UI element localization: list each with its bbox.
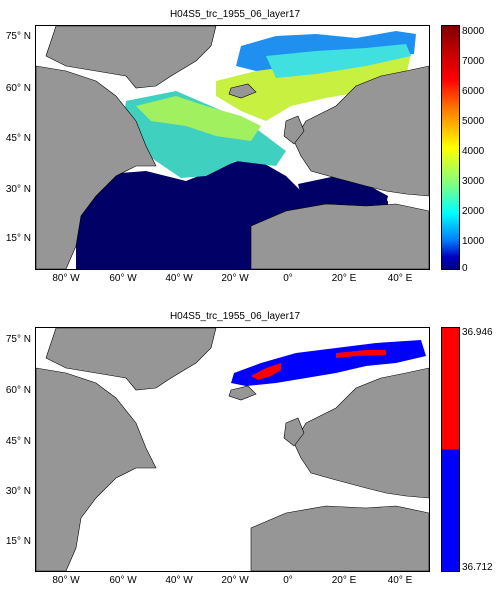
top-lon-label-60w: 60° W — [109, 273, 137, 284]
land-iceland — [228, 83, 257, 99]
land-north-america — [36, 367, 157, 571]
land-europe — [293, 367, 429, 499]
land-north-america — [36, 65, 157, 269]
top-cbar-tick-0: 0 — [462, 263, 468, 274]
tracer-field-north-cyan — [266, 44, 411, 78]
tracer-field-mediterranean — [298, 176, 388, 204]
bottom-lat-label-15: 15° N — [5, 536, 31, 547]
top-lon-label-0: 0° — [283, 273, 293, 284]
top-cbar-tick-3000: 3000 — [462, 176, 485, 187]
tracer-field-yellow — [216, 54, 411, 121]
bottom-lat-label-75: 75° N — [5, 334, 31, 345]
bottom-map-title: H04S5_trc_1955_06_layer17 — [169, 311, 301, 322]
top-colorbar — [441, 25, 460, 270]
bottom-lon-label-40e: 40° E — [387, 575, 413, 586]
bottom-lat-label-45: 45° N — [5, 436, 31, 447]
top-map[interactable] — [35, 25, 430, 270]
top-cbar-tick-4000: 4000 — [462, 146, 485, 157]
land-europe — [293, 65, 429, 197]
top-lon-label-40e: 40° E — [387, 273, 413, 284]
land-africa — [250, 203, 429, 269]
bottom-lat-label-60: 60° N — [5, 385, 31, 396]
bottom-lon-label-20e: 20° E — [331, 575, 357, 586]
tracer-field-green — [136, 96, 261, 141]
bottom-cbar-tick-max: 36.946 — [462, 327, 493, 338]
top-lon-label-80w: 80° W — [52, 273, 80, 284]
bottom-lon-label-20w: 20° W — [221, 575, 249, 586]
top-lon-label-20w: 20° W — [221, 273, 249, 284]
bottom-lon-label-40w: 40° W — [165, 575, 193, 586]
top-lat-label-45: 45° N — [5, 133, 31, 144]
top-lat-label-75: 75° N — [5, 31, 31, 42]
top-lat-label-15: 15° N — [5, 233, 31, 244]
top-cbar-tick-5000: 5000 — [462, 116, 485, 127]
bottom-colorbar — [441, 327, 460, 572]
top-cbar-tick-2000: 2000 — [462, 206, 485, 217]
top-cbar-tick-6000: 6000 — [462, 86, 485, 97]
bottom-lon-label-60w: 60° W — [109, 575, 137, 586]
top-cbar-tick-1000: 1000 — [462, 236, 485, 247]
land-greenland — [45, 328, 217, 391]
land-iceland — [228, 385, 257, 401]
land-africa — [250, 505, 429, 571]
land-british-isles — [283, 417, 305, 447]
bottom-lon-label-80w: 80° W — [52, 575, 80, 586]
land-greenland — [45, 26, 217, 89]
tracer-field-red — [251, 363, 281, 380]
top-lon-label-20e: 20° E — [331, 273, 357, 284]
tracer-field-red-2 — [336, 350, 386, 358]
top-map-title: H04S5_trc_1955_06_layer17 — [169, 9, 301, 20]
bottom-cbar-tick-min: 36.712 — [462, 562, 493, 573]
bottom-map[interactable] — [35, 327, 430, 572]
bottom-lon-label-0: 0° — [283, 575, 293, 586]
land-british-isles — [283, 115, 305, 145]
bottom-lat-label-30: 30° N — [5, 486, 31, 497]
top-cbar-tick-7000: 7000 — [462, 56, 485, 67]
top-lat-label-60: 60° N — [5, 83, 31, 94]
top-cbar-tick-8000: 8000 — [462, 26, 485, 37]
top-lat-label-30: 30° N — [5, 184, 31, 195]
top-lon-label-40w: 40° W — [165, 273, 193, 284]
